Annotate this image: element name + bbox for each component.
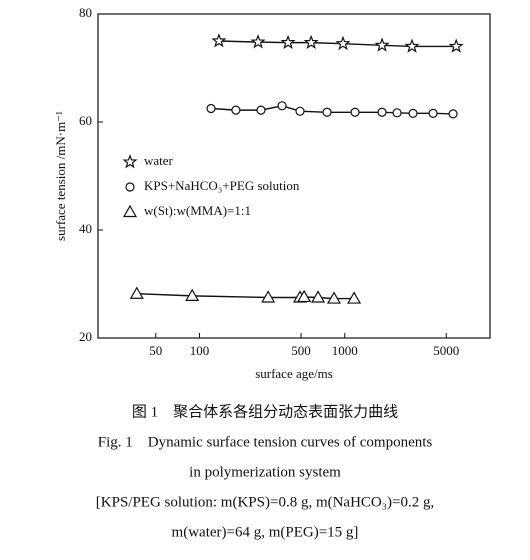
marker [277,101,287,111]
marker [297,289,312,303]
marker [206,103,216,114]
legend-marker [125,182,135,192]
marker [448,38,464,53]
caption-line: in polymerization system [189,464,341,480]
legend-label: w(St):w(MMA)=1:1 [144,203,251,218]
x-tick-label: 100 [190,343,210,358]
y-tick-label: 60 [79,113,92,128]
marker [211,33,227,48]
caption-line: Fig. 1 Dynamic surface tension curves of… [98,434,433,450]
caption-line: m(water)=64 g, m(PEG)=15 g] [172,524,359,540]
x-tick-label: 500 [291,343,311,358]
marker [350,107,360,117]
marker [295,106,305,116]
marker [261,290,276,303]
caption-line: [KPS/PEG solution: m(KPS)=0.8 g, m(NaHCO… [96,494,434,510]
y-tick-label: 40 [79,221,92,236]
y-tick-label: 20 [79,329,92,344]
marker [428,108,438,118]
marker [311,290,326,303]
marker [408,108,418,118]
caption-line: 图 1 聚合体系各组分动态表面张力曲线 [132,403,398,420]
legend-marker [122,154,138,169]
series-line [218,40,457,48]
y-tick-label: 80 [79,5,92,20]
marker [250,34,266,49]
marker [129,286,144,299]
x-axis-label: surface age/ms [255,366,333,381]
marker [347,291,362,304]
marker [322,107,332,117]
legend-marker [122,204,138,218]
marker [374,37,390,52]
marker [280,34,296,50]
x-tick-label: 50 [149,343,162,358]
marker [448,109,458,119]
x-tick-label: 1000 [332,343,358,358]
legend-label: KPS+NaHCO₃+PEG solution [144,178,300,193]
marker [303,34,319,50]
marker [335,35,351,51]
marker [256,105,266,115]
legend-label: water [144,153,174,168]
marker [326,291,342,304]
marker [231,105,241,115]
marker [392,108,402,118]
plot-frame [97,13,491,339]
marker [185,288,200,301]
marker [404,38,420,53]
marker [377,107,387,117]
x-tick-label: 5000 [433,343,459,358]
y-axis-label: surface tension /mN·m⁻¹ [53,111,68,241]
